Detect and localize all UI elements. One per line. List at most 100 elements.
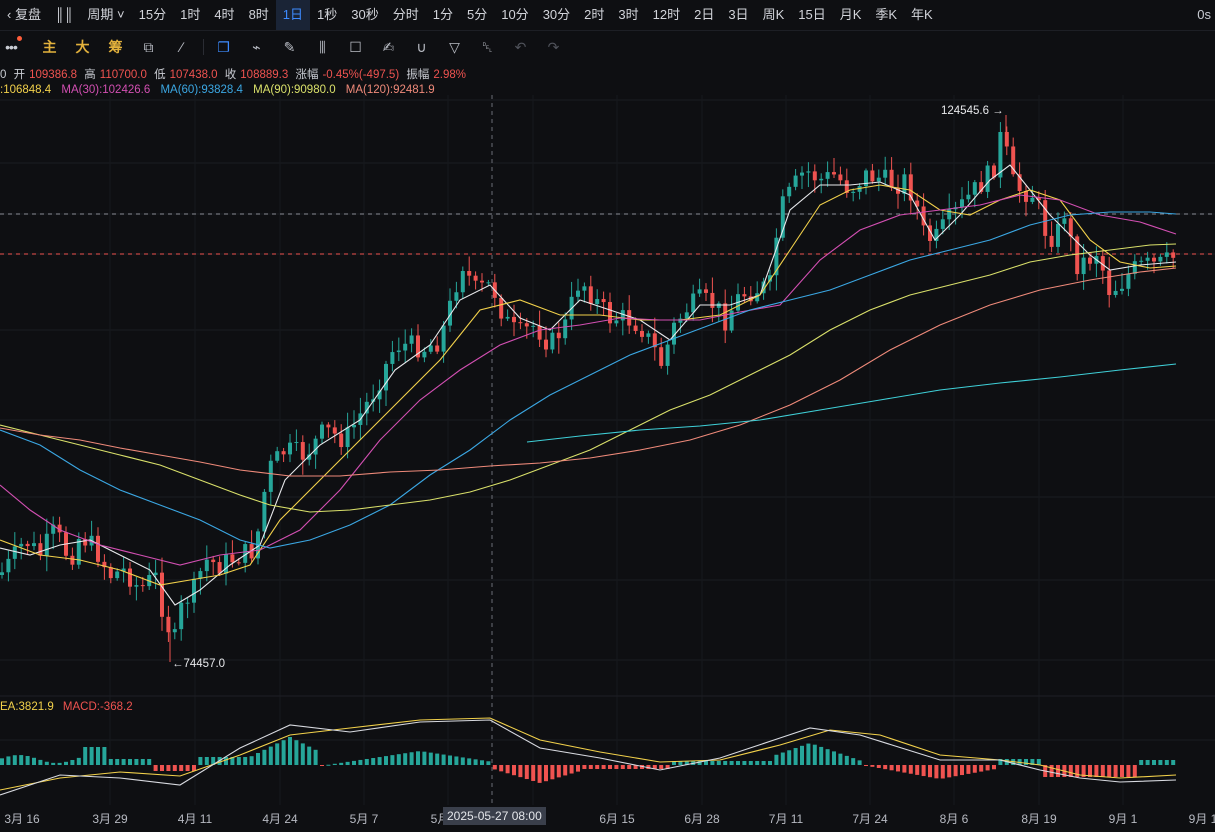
trash-icon[interactable]: ␡ bbox=[481, 38, 494, 55]
interval-9[interactable]: 5分 bbox=[466, 7, 488, 22]
amplitude-value: 2.98% bbox=[433, 69, 466, 81]
macd-bar bbox=[934, 765, 939, 779]
note-icon[interactable]: ✍ bbox=[382, 38, 395, 55]
candle-body bbox=[902, 174, 907, 194]
low-price-mark: ←74457.0 bbox=[172, 658, 226, 670]
interval-18[interactable]: 15日 bbox=[798, 7, 826, 22]
macd-bar bbox=[665, 765, 670, 769]
candle-body bbox=[723, 303, 728, 331]
macd-bar bbox=[1113, 765, 1118, 777]
candle-body bbox=[134, 585, 139, 587]
macd-bar bbox=[876, 765, 881, 768]
period-dropdown[interactable]: 周期 ˅ bbox=[87, 7, 125, 22]
chart-type-icon[interactable]: ║║ bbox=[54, 7, 74, 22]
macd-bar bbox=[140, 759, 145, 765]
copy-icon[interactable]: ❐ bbox=[217, 38, 230, 55]
low-label: 低 bbox=[154, 69, 166, 81]
candle-body bbox=[889, 169, 894, 188]
candle-body bbox=[1043, 200, 1048, 236]
interval-7[interactable]: 分时 bbox=[392, 7, 419, 22]
candle-body bbox=[870, 170, 875, 182]
large-order-button[interactable]: 大 bbox=[75, 39, 90, 55]
candle-body bbox=[800, 172, 804, 176]
ma30-line bbox=[0, 194, 1177, 566]
interval-21[interactable]: 年K bbox=[911, 7, 933, 22]
candle-body bbox=[1158, 256, 1163, 262]
line-tool-icon[interactable]: ∕ bbox=[180, 39, 183, 55]
undo-icon[interactable]: ↶ bbox=[514, 38, 527, 55]
candle-body bbox=[761, 281, 766, 294]
candle-body bbox=[486, 282, 491, 284]
candle-body bbox=[268, 460, 273, 492]
macd-bar bbox=[179, 765, 184, 771]
interval-4[interactable]: 1日 bbox=[275, 0, 311, 30]
time-axis-label: 5月 7 bbox=[349, 812, 379, 826]
pen-icon[interactable]: ✎ bbox=[283, 38, 296, 55]
interval-16[interactable]: 3日 bbox=[728, 7, 749, 22]
ruler-icon[interactable]: ⌁ bbox=[252, 38, 261, 55]
macd-bar bbox=[569, 765, 574, 774]
interval-10[interactable]: 10分 bbox=[501, 7, 529, 22]
ma60-value: MA(60):93828.4 bbox=[160, 84, 243, 96]
candle-body bbox=[992, 165, 996, 178]
candle-body bbox=[864, 170, 868, 187]
interval-12[interactable]: 2时 bbox=[584, 7, 605, 22]
candle-body bbox=[697, 289, 702, 294]
toolbar-divider bbox=[203, 39, 204, 55]
interval-17[interactable]: 周K bbox=[762, 7, 785, 22]
filter-icon[interactable]: ▽ bbox=[449, 38, 460, 55]
macd-bar bbox=[979, 765, 984, 772]
candle-body bbox=[716, 303, 721, 308]
macd-dif-line bbox=[0, 719, 1177, 796]
replay-button[interactable]: ‹ 复盘 bbox=[7, 7, 41, 22]
lock-icon[interactable]: ☐ bbox=[349, 38, 362, 55]
macd-bar bbox=[883, 765, 888, 770]
macd-bar bbox=[320, 765, 324, 766]
candle-body bbox=[812, 171, 817, 181]
macd-bar bbox=[441, 754, 446, 765]
macd-bar bbox=[838, 753, 843, 765]
macd-bar bbox=[1107, 765, 1112, 777]
interval-6[interactable]: 30秒 bbox=[351, 7, 379, 22]
candle-body bbox=[108, 567, 113, 579]
interval-0[interactable]: 15分 bbox=[138, 7, 167, 22]
interval-3[interactable]: 8时 bbox=[248, 7, 269, 22]
interval-11[interactable]: 30分 bbox=[542, 7, 571, 22]
candle-body bbox=[1126, 273, 1131, 289]
macd-bar bbox=[115, 759, 120, 765]
magnet-icon[interactable]: ∪ bbox=[416, 38, 427, 55]
time-axis-label: 6月 15 bbox=[599, 812, 635, 826]
candle-body bbox=[691, 293, 696, 313]
macd-bar bbox=[83, 747, 88, 765]
indicator-settings-icon[interactable]: ⧉ bbox=[143, 38, 154, 55]
interval-2[interactable]: 4时 bbox=[214, 7, 235, 22]
candle-body bbox=[646, 333, 651, 337]
interval-13[interactable]: 3时 bbox=[618, 7, 639, 22]
macd-bar bbox=[1068, 765, 1073, 777]
macd-bar bbox=[550, 765, 555, 780]
candle-body bbox=[352, 424, 356, 428]
replay-label: 复盘 bbox=[14, 7, 41, 22]
interval-5[interactable]: 1秒 bbox=[317, 7, 338, 22]
candles-icon[interactable]: ⫼ bbox=[319, 38, 326, 55]
interval-list: 15分 1时 4时 8时 1日 1秒 30秒 分时 1分 5分 10分 30分 2时 3时 12时 2日 3日周… bbox=[132, 0, 940, 30]
interval-20[interactable]: 季K bbox=[875, 7, 898, 22]
chip-distribution-button[interactable]: 筹 bbox=[108, 39, 123, 55]
interval-19[interactable]: 月K bbox=[839, 7, 862, 22]
candle-body bbox=[57, 524, 62, 533]
interval-15[interactable]: 2日 bbox=[694, 7, 715, 22]
candle-body bbox=[140, 585, 145, 587]
interval-8[interactable]: 1分 bbox=[432, 7, 453, 22]
redo-icon[interactable]: ↷ bbox=[547, 38, 560, 55]
main-indicator-button[interactable]: 主 bbox=[42, 39, 57, 55]
interval-14[interactable]: 12时 bbox=[652, 7, 681, 22]
interval-1[interactable]: 1时 bbox=[180, 7, 201, 22]
candle-body bbox=[672, 322, 676, 345]
candle-body bbox=[185, 602, 190, 604]
more-icon[interactable]: ••• bbox=[0, 36, 22, 55]
time-axis-label: 4月 24 bbox=[262, 812, 298, 826]
candle-body bbox=[83, 539, 88, 546]
candle-body bbox=[160, 572, 164, 617]
macd-bar bbox=[844, 755, 849, 765]
